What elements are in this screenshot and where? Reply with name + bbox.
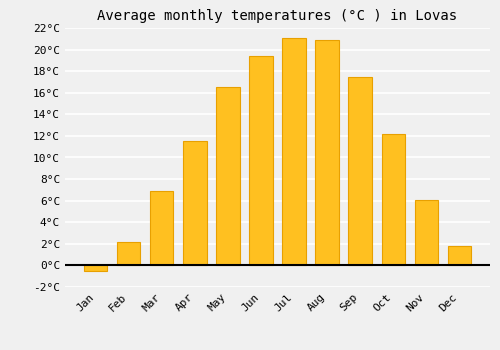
Bar xyxy=(448,246,470,265)
Bar xyxy=(282,38,306,265)
Bar xyxy=(216,88,240,265)
Bar xyxy=(84,265,108,271)
Bar xyxy=(118,241,141,265)
Title: Average monthly temperatures (°C ) in Lovas: Average monthly temperatures (°C ) in Lo… xyxy=(98,9,458,23)
Bar xyxy=(184,141,206,265)
Bar xyxy=(316,40,338,265)
Bar xyxy=(414,199,438,265)
Bar xyxy=(250,56,272,265)
Bar xyxy=(382,134,404,265)
Bar xyxy=(150,191,174,265)
Bar xyxy=(348,77,372,265)
